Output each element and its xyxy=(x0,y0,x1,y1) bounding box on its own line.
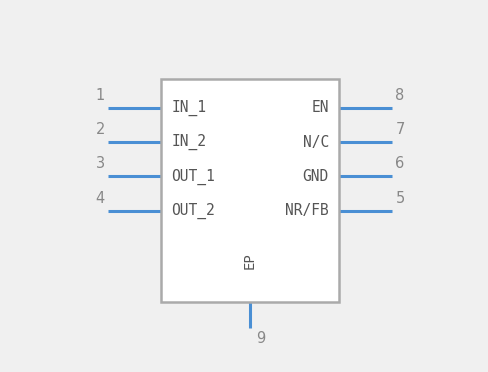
Text: N/C: N/C xyxy=(303,135,329,150)
Bar xyxy=(162,79,339,302)
Text: EN: EN xyxy=(311,100,329,115)
Text: 8: 8 xyxy=(395,87,405,103)
Text: IN_1: IN_1 xyxy=(171,100,206,116)
Text: GND: GND xyxy=(303,169,329,184)
Text: EP: EP xyxy=(243,253,257,269)
Text: 5: 5 xyxy=(395,190,405,206)
Text: OUT_2: OUT_2 xyxy=(171,203,215,219)
Text: NR/FB: NR/FB xyxy=(285,203,329,218)
Text: 4: 4 xyxy=(96,190,105,206)
Text: 3: 3 xyxy=(96,156,105,171)
Text: 1: 1 xyxy=(96,87,105,103)
Text: 2: 2 xyxy=(96,122,105,137)
Text: 9: 9 xyxy=(256,330,265,346)
Text: OUT_1: OUT_1 xyxy=(171,168,215,185)
Text: 7: 7 xyxy=(395,122,405,137)
Text: IN_2: IN_2 xyxy=(171,134,206,150)
Text: 6: 6 xyxy=(395,156,405,171)
